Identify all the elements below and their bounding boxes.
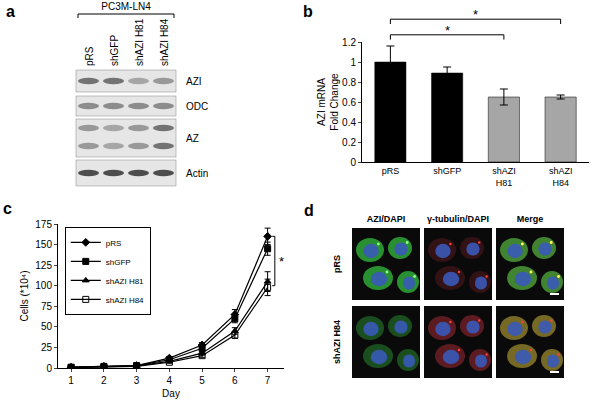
svg-text:d: d bbox=[304, 202, 314, 219]
svg-text:1.2: 1.2 bbox=[342, 37, 356, 48]
svg-text:150: 150 bbox=[35, 239, 52, 250]
svg-text:0: 0 bbox=[350, 157, 356, 168]
svg-text:7: 7 bbox=[265, 375, 271, 386]
svg-text:shAZIH84: shAZIH84 bbox=[549, 166, 573, 188]
svg-text:0: 0 bbox=[46, 363, 52, 374]
svg-text:Merge: Merge bbox=[517, 214, 544, 224]
svg-text:100: 100 bbox=[35, 280, 52, 291]
svg-text:0.8: 0.8 bbox=[342, 77, 356, 88]
svg-text:shAZIH81: shAZIH81 bbox=[492, 166, 516, 188]
svg-text:c: c bbox=[3, 200, 12, 217]
svg-text:1: 1 bbox=[68, 375, 74, 386]
svg-text:4: 4 bbox=[167, 375, 173, 386]
svg-text:5: 5 bbox=[199, 375, 205, 386]
svg-text:shGFP: shGFP bbox=[106, 258, 131, 267]
svg-text:25: 25 bbox=[41, 342, 53, 353]
svg-text:Day: Day bbox=[162, 388, 180, 399]
svg-text:pRS: pRS bbox=[106, 239, 122, 248]
svg-text:125: 125 bbox=[35, 260, 52, 271]
svg-text:0.4: 0.4 bbox=[342, 117, 356, 128]
svg-text:shGFP: shGFP bbox=[433, 166, 461, 176]
svg-text:*: * bbox=[279, 254, 284, 269]
svg-text:ODC: ODC bbox=[186, 101, 208, 112]
svg-text:Cells (*10⁴): Cells (*10⁴) bbox=[19, 271, 30, 322]
svg-text:shAZI H84: shAZI H84 bbox=[332, 320, 342, 364]
svg-text:75: 75 bbox=[41, 301, 53, 312]
svg-text:a: a bbox=[6, 3, 15, 20]
svg-text:*: * bbox=[473, 7, 478, 22]
svg-text:pRS: pRS bbox=[84, 46, 95, 66]
svg-text:175: 175 bbox=[35, 219, 52, 230]
svg-text:1: 1 bbox=[350, 57, 356, 68]
svg-text:shAZI H81: shAZI H81 bbox=[106, 277, 144, 286]
svg-text:0.6: 0.6 bbox=[342, 97, 356, 108]
svg-text:pRS: pRS bbox=[332, 255, 342, 273]
svg-text:3: 3 bbox=[134, 375, 140, 386]
svg-text:shAZI H84: shAZI H84 bbox=[106, 296, 144, 305]
svg-text:AZI/DAPI: AZI/DAPI bbox=[367, 214, 406, 224]
svg-text:AZ: AZ bbox=[186, 133, 199, 144]
svg-text:*: * bbox=[445, 23, 450, 38]
svg-text:2: 2 bbox=[101, 375, 107, 386]
svg-text:PC3M-LN4: PC3M-LN4 bbox=[101, 1, 151, 12]
svg-text:AZI: AZI bbox=[186, 76, 202, 87]
svg-text:pRS: pRS bbox=[382, 166, 400, 176]
svg-text:γ-tubulin/DAPI: γ-tubulin/DAPI bbox=[427, 214, 489, 224]
svg-text:Actin: Actin bbox=[186, 168, 208, 179]
svg-text:shAZI H81: shAZI H81 bbox=[134, 18, 145, 66]
svg-text:50: 50 bbox=[41, 321, 53, 332]
svg-text:shAZI H84: shAZI H84 bbox=[159, 18, 170, 66]
svg-text:shGFP: shGFP bbox=[109, 35, 120, 66]
svg-text:b: b bbox=[303, 3, 313, 20]
svg-text:AZI mRNAFold Change: AZI mRNAFold Change bbox=[316, 73, 340, 131]
svg-text:6: 6 bbox=[232, 375, 238, 386]
svg-text:0.2: 0.2 bbox=[342, 137, 356, 148]
